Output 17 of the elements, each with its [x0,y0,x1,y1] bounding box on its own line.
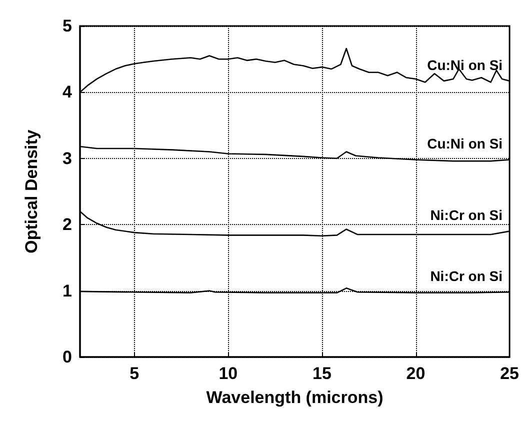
x-axis-title: Wavelength (microns) [206,388,384,407]
y-tick-label: 2 [62,215,72,234]
series-label: Ni:Cr on Si [430,268,503,284]
x-tick-label: 25 [500,364,520,383]
y-tick-label: 0 [62,348,72,366]
y-tick-label: 1 [62,281,72,300]
y-tick-label: 5 [62,16,72,36]
y-tick-label: 4 [62,82,73,102]
y-axis-title: Optical Density [22,129,41,254]
series-label: Ni:Cr on Si [430,207,503,224]
series-label: Cu:Ni on Si [427,56,503,73]
x-tick-label: 5 [130,364,140,383]
series-label: Cu:Ni on Si [427,136,503,152]
x-tick-label: 10 [218,364,238,383]
x-tick-label: 20 [406,364,426,383]
x-tick-label: 15 [312,364,332,383]
y-tick-label: 3 [62,148,72,168]
